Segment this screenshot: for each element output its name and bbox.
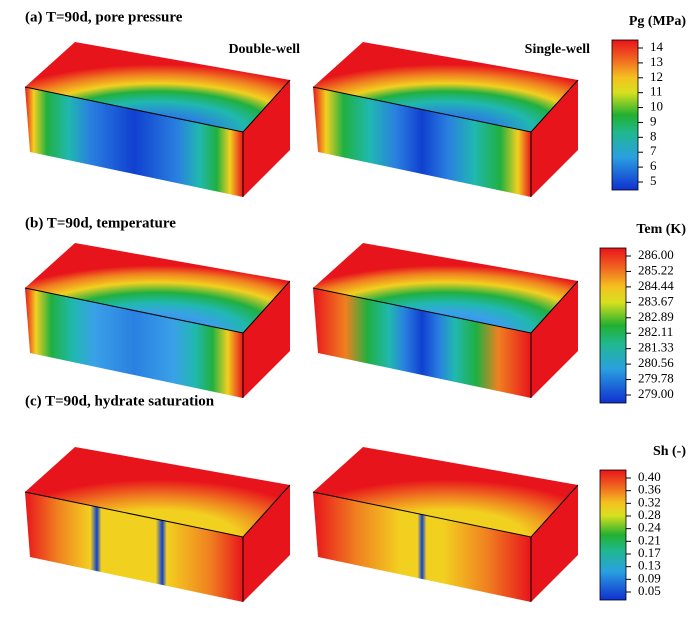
colorbar-tick-label: 9 [650, 113, 657, 128]
panel-title: (c) T=90d, hydrate saturation [25, 393, 215, 409]
colorbar-tick-label: 14 [650, 39, 664, 54]
top-face [313, 42, 578, 132]
colorbar-tick-label: 0.09 [638, 570, 661, 585]
colorbar-tick-label: 0.13 [638, 558, 661, 573]
front-face [313, 288, 531, 398]
colorbar-tick-label: 279.78 [638, 371, 674, 386]
panel-title: (b) T=90d, temperature [25, 215, 176, 231]
colorbar-tick-label: 0.05 [638, 583, 661, 598]
side-face [243, 80, 290, 197]
colorbar-tick-label: 0.28 [638, 507, 661, 522]
colorbar-tick-label: 0.36 [638, 482, 661, 497]
contour-box [312, 42, 579, 197]
colorbar-tick-label: 282.11 [638, 324, 673, 339]
colorbar-title: Tem (K) [636, 222, 686, 237]
colorbar [611, 39, 639, 191]
colorbar-tick-label: 10 [650, 99, 663, 114]
contour-box [24, 447, 291, 602]
colorbar-tick-label: 12 [650, 69, 663, 84]
colorbar-tick-label: 0.32 [638, 494, 661, 509]
colorbar-tick-label: 283.67 [638, 293, 674, 308]
colorbar [599, 247, 627, 404]
top-face [25, 243, 290, 333]
top-face [25, 42, 290, 132]
front-face [313, 87, 531, 197]
colorbar-tick-label: 280.56 [638, 355, 674, 370]
colorbar-tick-label: 281.33 [638, 340, 674, 355]
colorbar-tick-label: 7 [650, 143, 657, 158]
colorbar-tick-label: 282.89 [638, 309, 674, 324]
contour-box [312, 243, 579, 398]
side-face [531, 80, 578, 197]
colorbar [599, 469, 627, 601]
top-face [313, 243, 578, 333]
contour-box [312, 447, 579, 602]
colorbar-title: Sh (-) [653, 444, 686, 459]
colorbar-tick-label: 279.00 [638, 386, 674, 401]
colorbar-tick-label: 284.44 [638, 278, 674, 293]
box-label: Double-well [228, 42, 300, 57]
side-face [531, 485, 578, 602]
colorbar-title: Pg (MPa) [629, 14, 686, 29]
colorbar-tick-label: 13 [650, 54, 663, 69]
colorbar-tick-label: 5 [650, 173, 657, 188]
front-face [25, 87, 243, 197]
contour-box [24, 42, 291, 197]
box-label: Single-well [525, 42, 590, 57]
colorbar-tick-label: 0.17 [638, 545, 661, 560]
colorbar-tick-label: 286.00 [638, 247, 674, 262]
panel-title: (a) T=90d, pore pressure [25, 9, 183, 25]
colorbar-tick-label: 0.21 [638, 532, 661, 547]
front-face [313, 492, 531, 602]
colorbar-tick-label: 11 [650, 84, 663, 99]
front-face [25, 288, 243, 398]
front-face [25, 492, 243, 602]
colorbar-tick-label: 0.24 [638, 520, 661, 535]
colorbar-tick-label: 8 [650, 128, 657, 143]
side-face [531, 281, 578, 398]
colorbar-tick-label: 6 [650, 158, 657, 173]
colorbar-tick-label: 0.40 [638, 469, 661, 484]
top-face [313, 447, 578, 537]
contour-box [24, 243, 291, 398]
colorbar-tick-label: 285.22 [638, 262, 674, 277]
side-face [243, 485, 290, 602]
top-face [25, 447, 290, 537]
side-face [243, 281, 290, 398]
